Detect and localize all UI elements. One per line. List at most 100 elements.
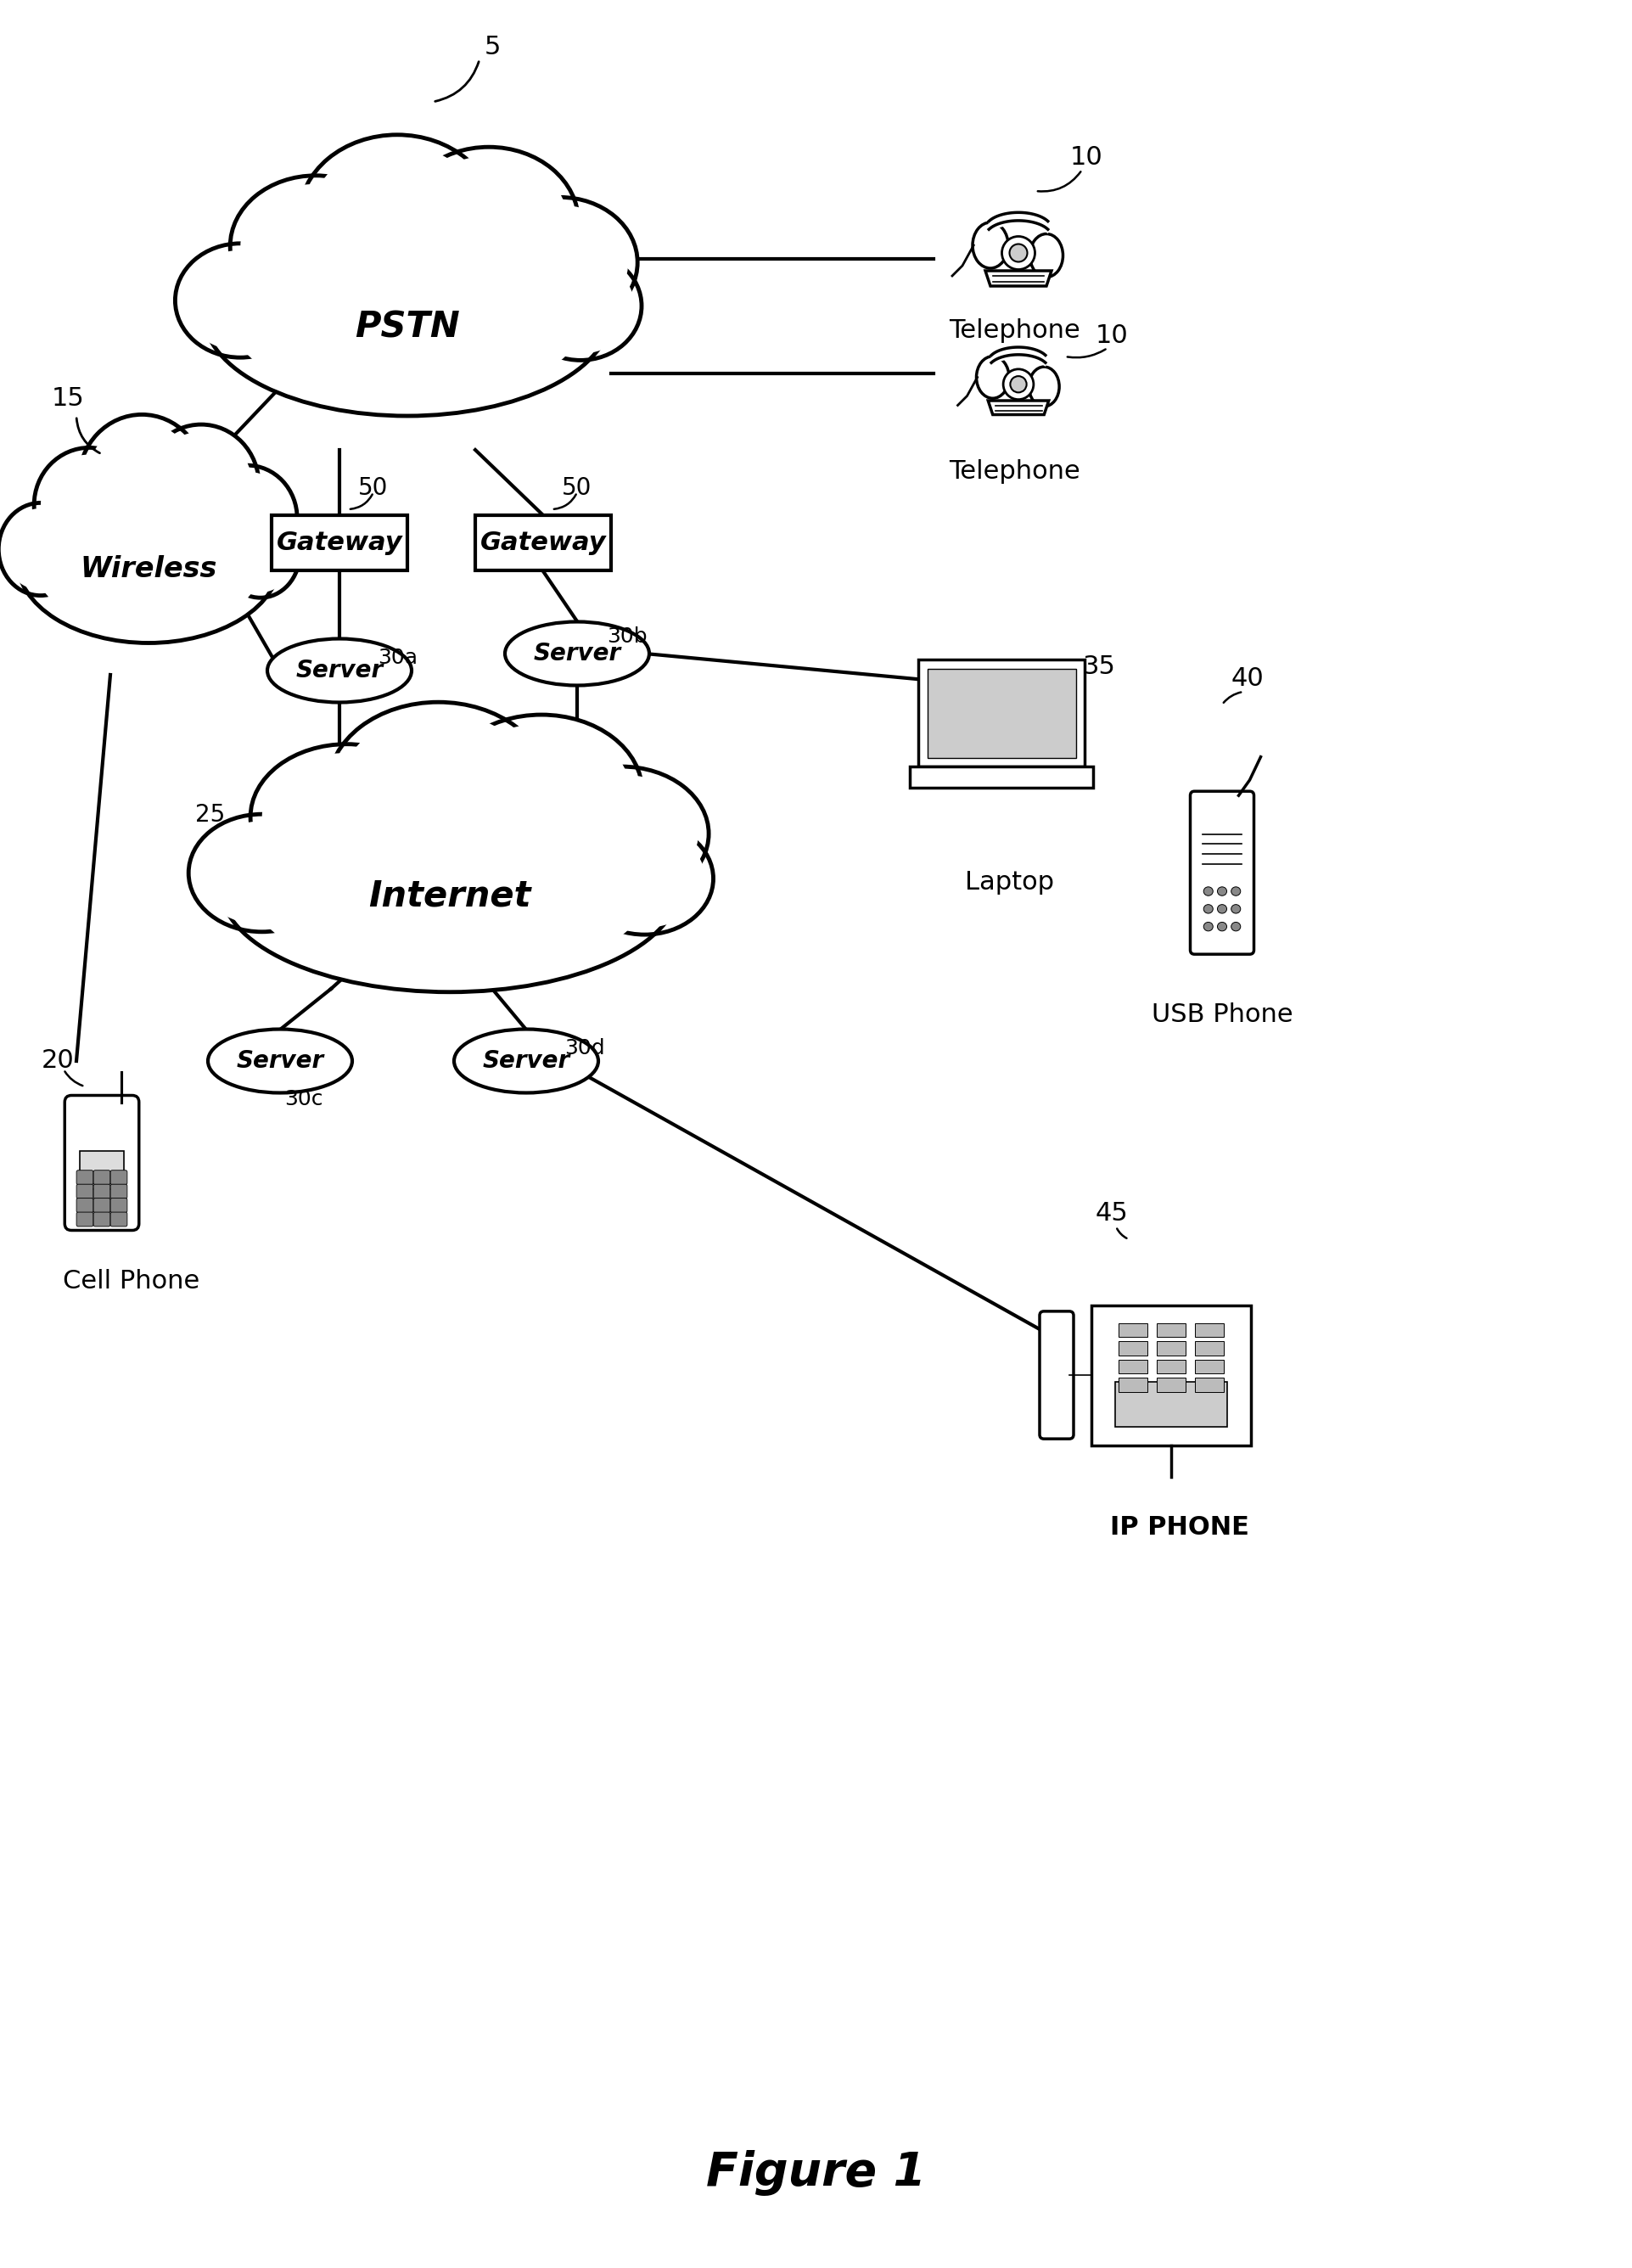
Text: Telephone: Telephone bbox=[948, 458, 1080, 483]
Ellipse shape bbox=[441, 714, 643, 869]
Ellipse shape bbox=[3, 508, 78, 590]
Ellipse shape bbox=[576, 823, 713, 934]
Text: 30b: 30b bbox=[607, 626, 648, 646]
Ellipse shape bbox=[1204, 887, 1213, 896]
Ellipse shape bbox=[225, 515, 295, 592]
Ellipse shape bbox=[268, 640, 411, 703]
Ellipse shape bbox=[1217, 923, 1227, 930]
Ellipse shape bbox=[250, 744, 442, 889]
FancyBboxPatch shape bbox=[77, 1184, 93, 1198]
Text: Internet: Internet bbox=[369, 878, 530, 914]
Ellipse shape bbox=[341, 712, 535, 860]
Polygon shape bbox=[986, 270, 1051, 286]
Text: 40: 40 bbox=[1231, 667, 1265, 692]
Ellipse shape bbox=[1002, 236, 1035, 270]
Ellipse shape bbox=[1231, 905, 1240, 914]
Ellipse shape bbox=[1217, 905, 1227, 914]
FancyBboxPatch shape bbox=[1195, 1340, 1224, 1356]
Text: 30a: 30a bbox=[377, 649, 418, 669]
Text: 25: 25 bbox=[196, 803, 225, 828]
Text: PSTN: PSTN bbox=[354, 308, 460, 345]
Ellipse shape bbox=[204, 472, 290, 565]
FancyBboxPatch shape bbox=[271, 515, 408, 569]
Text: Gateway: Gateway bbox=[480, 531, 605, 556]
Ellipse shape bbox=[228, 225, 586, 404]
Ellipse shape bbox=[183, 249, 297, 352]
Ellipse shape bbox=[1010, 376, 1027, 392]
FancyBboxPatch shape bbox=[911, 767, 1093, 787]
Ellipse shape bbox=[535, 767, 708, 900]
Ellipse shape bbox=[1030, 234, 1062, 277]
Ellipse shape bbox=[483, 197, 638, 327]
Text: Laptop: Laptop bbox=[966, 871, 1054, 896]
Ellipse shape bbox=[312, 145, 483, 288]
FancyBboxPatch shape bbox=[1157, 1379, 1185, 1393]
Text: Cell Phone: Cell Phone bbox=[64, 1270, 201, 1295]
Ellipse shape bbox=[1231, 923, 1240, 930]
Text: 30c: 30c bbox=[284, 1089, 323, 1109]
Ellipse shape bbox=[454, 1030, 599, 1093]
FancyBboxPatch shape bbox=[1118, 1322, 1147, 1338]
FancyBboxPatch shape bbox=[111, 1211, 127, 1227]
Ellipse shape bbox=[204, 213, 610, 415]
Ellipse shape bbox=[16, 479, 281, 642]
Text: 5: 5 bbox=[485, 34, 501, 59]
Ellipse shape bbox=[976, 356, 1009, 399]
Text: Gateway: Gateway bbox=[276, 531, 403, 556]
FancyBboxPatch shape bbox=[80, 1150, 124, 1188]
Ellipse shape bbox=[519, 252, 641, 361]
Ellipse shape bbox=[230, 175, 401, 318]
Ellipse shape bbox=[263, 753, 431, 880]
FancyBboxPatch shape bbox=[1118, 1359, 1147, 1374]
FancyBboxPatch shape bbox=[475, 515, 610, 569]
Text: Server: Server bbox=[295, 658, 384, 683]
Text: Server: Server bbox=[237, 1050, 323, 1073]
Ellipse shape bbox=[545, 776, 698, 894]
Text: Server: Server bbox=[483, 1050, 570, 1073]
Ellipse shape bbox=[1204, 905, 1213, 914]
FancyBboxPatch shape bbox=[77, 1198, 93, 1213]
Ellipse shape bbox=[452, 723, 630, 860]
Ellipse shape bbox=[150, 431, 251, 538]
Ellipse shape bbox=[0, 503, 83, 596]
Ellipse shape bbox=[584, 830, 705, 928]
Polygon shape bbox=[987, 401, 1049, 415]
Ellipse shape bbox=[1204, 923, 1213, 930]
FancyBboxPatch shape bbox=[1118, 1340, 1147, 1356]
Text: 10: 10 bbox=[1071, 145, 1103, 170]
FancyBboxPatch shape bbox=[1116, 1381, 1227, 1427]
FancyBboxPatch shape bbox=[927, 669, 1075, 758]
Ellipse shape bbox=[207, 1030, 353, 1093]
Ellipse shape bbox=[86, 422, 197, 540]
Ellipse shape bbox=[491, 204, 628, 320]
FancyBboxPatch shape bbox=[93, 1211, 111, 1227]
Ellipse shape bbox=[220, 510, 300, 599]
Ellipse shape bbox=[41, 454, 139, 556]
Ellipse shape bbox=[175, 243, 305, 358]
Ellipse shape bbox=[1004, 370, 1033, 399]
FancyBboxPatch shape bbox=[77, 1170, 93, 1184]
FancyBboxPatch shape bbox=[1118, 1379, 1147, 1393]
FancyBboxPatch shape bbox=[1040, 1311, 1074, 1438]
FancyBboxPatch shape bbox=[93, 1184, 111, 1198]
FancyBboxPatch shape bbox=[65, 1095, 139, 1229]
Text: Wireless: Wireless bbox=[80, 556, 217, 583]
FancyBboxPatch shape bbox=[1157, 1359, 1185, 1374]
Text: Telephone: Telephone bbox=[948, 320, 1080, 342]
Ellipse shape bbox=[189, 814, 335, 932]
Text: 15: 15 bbox=[52, 386, 85, 411]
FancyBboxPatch shape bbox=[1195, 1322, 1224, 1338]
Ellipse shape bbox=[248, 794, 651, 980]
Ellipse shape bbox=[527, 259, 635, 354]
Text: 30d: 30d bbox=[565, 1039, 605, 1059]
Ellipse shape bbox=[1231, 887, 1240, 896]
Text: USB Phone: USB Phone bbox=[1152, 1002, 1293, 1027]
Polygon shape bbox=[989, 209, 1048, 234]
Ellipse shape bbox=[197, 465, 297, 572]
FancyBboxPatch shape bbox=[93, 1170, 111, 1184]
Text: Figure 1: Figure 1 bbox=[707, 2150, 925, 2195]
Ellipse shape bbox=[34, 447, 145, 562]
FancyBboxPatch shape bbox=[1195, 1379, 1224, 1393]
Text: IP PHONE: IP PHONE bbox=[1110, 1515, 1248, 1540]
FancyBboxPatch shape bbox=[919, 660, 1085, 767]
